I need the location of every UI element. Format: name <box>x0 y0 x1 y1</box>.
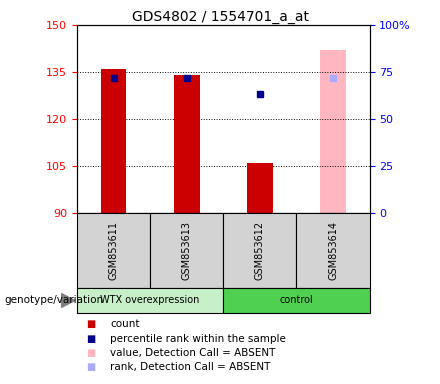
Bar <box>224 288 370 313</box>
Text: value, Detection Call = ABSENT: value, Detection Call = ABSENT <box>110 348 275 358</box>
Bar <box>77 213 150 288</box>
Text: GSM853612: GSM853612 <box>255 221 265 280</box>
Bar <box>77 288 224 313</box>
Text: ■: ■ <box>86 348 95 358</box>
Bar <box>224 213 297 288</box>
Text: GSM853614: GSM853614 <box>328 221 338 280</box>
Text: genotype/variation: genotype/variation <box>4 295 103 306</box>
Text: GSM853611: GSM853611 <box>109 221 118 280</box>
Text: ■: ■ <box>86 319 95 329</box>
Text: rank, Detection Call = ABSENT: rank, Detection Call = ABSENT <box>110 362 270 372</box>
Bar <box>101 69 126 213</box>
Text: ■: ■ <box>86 362 95 372</box>
Text: count: count <box>110 319 139 329</box>
Text: control: control <box>279 295 313 306</box>
Text: percentile rank within the sample: percentile rank within the sample <box>110 334 286 344</box>
Text: WTX overexpression: WTX overexpression <box>100 295 200 306</box>
Bar <box>320 50 346 213</box>
Text: ■: ■ <box>86 334 95 344</box>
Bar <box>247 163 273 213</box>
Bar <box>174 75 199 213</box>
Text: GDS4802 / 1554701_a_at: GDS4802 / 1554701_a_at <box>132 10 308 23</box>
Bar <box>297 213 370 288</box>
Text: GSM853613: GSM853613 <box>182 221 192 280</box>
Bar <box>150 213 223 288</box>
